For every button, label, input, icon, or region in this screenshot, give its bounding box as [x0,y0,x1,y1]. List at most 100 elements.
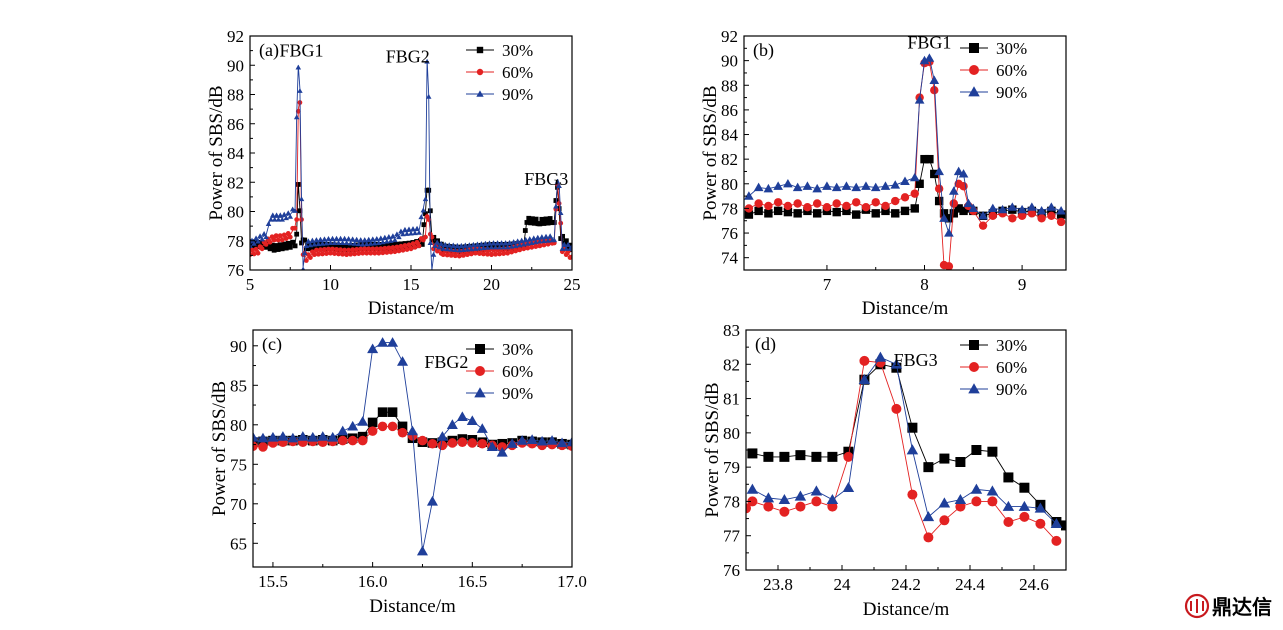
data-point [404,247,410,252]
data-point [536,435,548,446]
data-point [397,421,408,432]
annotation-label: FBG1 [907,32,951,52]
data-point [473,250,478,256]
data-point [257,432,269,443]
data-point [953,166,964,176]
data-point [859,355,870,366]
data-point [909,172,920,182]
data-point [425,93,432,99]
legend: 30% 60% 90% [960,39,1027,102]
data-point [424,58,430,64]
data-point [502,240,509,246]
data-point [533,216,539,222]
panel-tag: (d) [755,334,776,355]
x-tick-label: 23.8 [763,575,793,594]
data-point [553,203,559,209]
data-point [986,485,999,496]
y-tick-label: 80 [721,175,738,194]
data-point [301,250,308,256]
data-point [349,236,356,242]
data-point [522,236,529,242]
data-point [516,435,528,445]
data-point [366,242,372,247]
data-point [362,246,368,252]
data-point [843,446,854,457]
data-point [480,245,487,251]
data-point [1019,511,1030,522]
data-point [987,203,998,213]
data-point [744,191,754,200]
data-point [537,238,543,244]
data-point [545,220,551,226]
data-point [874,351,887,362]
data-point [518,237,525,243]
data-point [832,207,841,217]
data-point [930,85,939,95]
data-point [779,451,790,462]
data-point [556,201,562,206]
data-point [257,233,263,239]
data-point [285,210,291,216]
data-point [456,411,468,422]
data-point [408,246,414,252]
data-point [881,201,890,211]
data-point [408,230,414,236]
data-point [890,180,901,189]
data-point [565,241,571,247]
annotation-label: FBG2 [424,352,468,372]
data-point [337,435,348,446]
data-point [811,496,822,507]
data-point [858,373,871,385]
legend-item: 90% [960,83,1027,102]
data-point [485,251,490,257]
data-point [387,337,399,347]
data-point [484,244,491,250]
data-point [460,252,466,258]
data-point [259,236,265,242]
data-point [852,210,861,219]
panel-c: 15.5 16.0 16.5 17.0 65 70 75 80 85 90 Distance/m Po… [209,329,587,617]
data-point [356,251,362,256]
legend-item: 90% [960,380,1027,399]
data-point [365,236,372,242]
data-point [832,199,841,208]
y-tick-label: 86 [227,115,244,134]
watermark-icon [1184,593,1210,619]
data-point [423,211,428,217]
y-tick-label: 78 [723,492,740,511]
data-point [273,243,279,248]
data-point [251,243,257,249]
data-point [930,169,939,179]
data-point [891,403,902,414]
data-point [910,204,919,213]
data-point [267,239,273,245]
data-point [347,240,354,246]
data-point [812,209,822,218]
data-point [563,238,569,244]
y-tick-label: 86 [721,101,738,120]
data-point [360,250,366,256]
legend-label: 60% [996,61,1027,80]
data-point [533,244,539,250]
data-point [357,237,364,242]
legend-label: 60% [502,63,533,82]
data-point [372,250,378,256]
legend-label: 90% [996,83,1027,102]
y-tick-label: 83 [723,321,740,340]
data-point [525,245,531,251]
series-90pct [746,351,1063,529]
annotation-label: FBG1 [280,40,324,60]
data-point [307,242,314,248]
data-point [783,178,793,188]
data-point [754,206,763,216]
data-point [486,441,498,452]
data-point [275,216,282,222]
data-point [545,237,551,243]
data-point [871,209,880,218]
data-point [920,154,929,164]
legend-marker [968,86,980,97]
x-tick-label: 24.6 [1019,575,1049,594]
data-point [402,243,408,248]
data-point [477,438,488,449]
